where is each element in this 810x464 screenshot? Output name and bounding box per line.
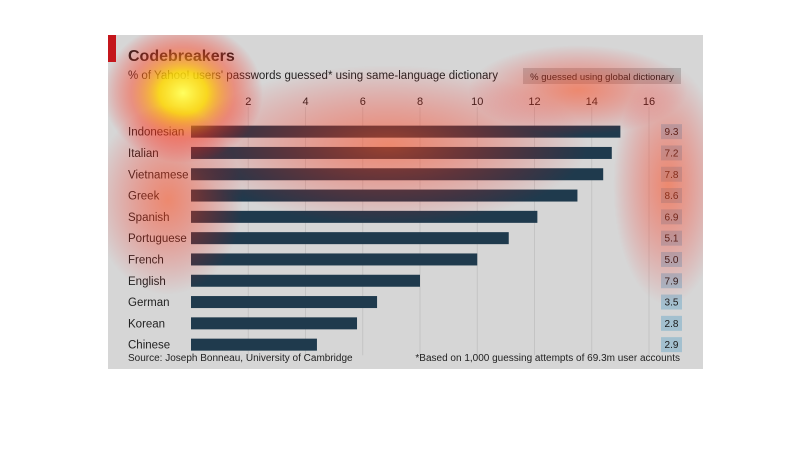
x-tick-label: 4 [302,96,308,108]
category-label: English [128,276,166,288]
side-value: 8.6 [665,191,679,202]
x-tick-label: 16 [643,96,655,108]
bar [191,317,358,330]
bar [191,338,317,351]
x-tick-label: 10 [471,96,483,108]
category-label: Greek [128,191,160,203]
chart-subtitle: % of Yahoo! users' passwords guessed* us… [128,70,498,82]
side-value: 3.5 [665,298,679,309]
source-note: Source: Joseph Bonneau, University of Ca… [128,353,353,364]
x-tick-label: 6 [360,96,366,108]
side-value: 9.3 [665,127,679,138]
bar [191,232,509,245]
side-value: 7.2 [665,148,679,159]
category-label: Portuguese [128,233,187,245]
chart-title: Codebreakers [128,48,235,65]
side-value: 6.9 [665,212,679,223]
x-tick-label: 12 [528,96,540,108]
side-value-box [661,337,682,353]
footnote: *Based on 1,000 guessing attempts of 69.… [415,353,680,364]
side-value: 7.8 [665,170,679,181]
bar [191,274,420,287]
category-label: German [128,297,170,309]
category-label: Indonesian [128,127,184,139]
bar [191,210,538,223]
bar [191,189,578,202]
side-value: 7.9 [665,276,679,287]
side-column-header: % guessed using global dictionary [530,72,674,83]
bar [191,253,478,266]
category-label: Vietnamese [128,169,189,181]
x-tick-label: 8 [417,96,423,108]
category-label: Italian [128,148,159,160]
category-label: Korean [128,318,165,330]
bar-chart: Codebreakers % of Yahoo! users' password… [108,35,703,369]
bar [191,146,612,159]
x-tick-label: 2 [245,96,251,108]
x-tick-label: 14 [586,96,598,108]
bar [191,296,378,309]
side-value: 5.1 [665,234,679,245]
chart-figure: Codebreakers % of Yahoo! users' password… [108,35,703,369]
side-value-box [661,315,682,331]
category-label: Spanish [128,212,170,224]
category-label: Chinese [128,340,170,352]
side-value: 2.9 [665,340,679,351]
side-value: 5.0 [665,255,679,266]
side-value: 2.8 [665,319,679,330]
bar [191,168,604,181]
category-label: French [128,254,164,266]
red-accent-bar [108,35,116,62]
bar [191,125,621,138]
